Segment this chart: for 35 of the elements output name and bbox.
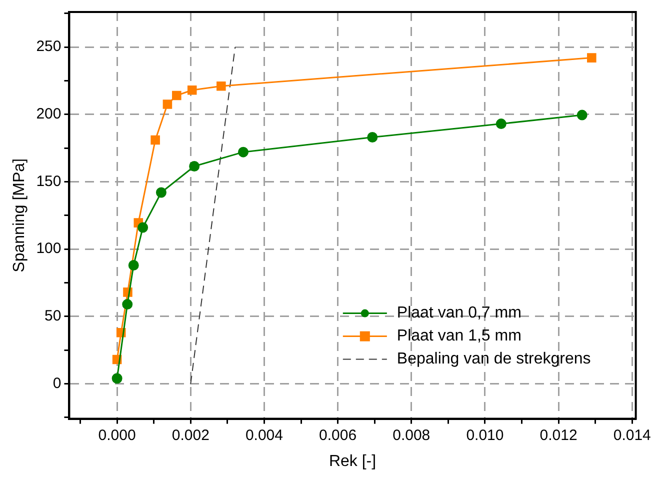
point (162, 100, 172, 109)
y-tick-label: 100 (36, 240, 62, 258)
point (128, 260, 139, 270)
y-axis-title: Spanning [MPa] (11, 158, 28, 272)
x-tick-label: 0.010 (466, 426, 504, 444)
y-tick-label: 0 (52, 374, 62, 392)
point (112, 373, 122, 384)
legend-label: Plaat van 0,7 mm (396, 304, 522, 322)
legend-label: Plaat van 1,5 mm (396, 328, 522, 345)
x-tick-label: 0.008 (392, 426, 430, 444)
y-tick-label: 150 (36, 172, 62, 190)
x-axis-title: Rek [-] (328, 452, 376, 470)
point (187, 85, 197, 95)
point (189, 160, 200, 172)
x-tick-label: 0.006 (319, 426, 357, 444)
point (216, 81, 226, 91)
point (587, 53, 596, 62)
x-tick-label: 0.002 (172, 426, 210, 444)
point (238, 146, 248, 158)
point (172, 90, 182, 100)
y-tick-label: 250 (36, 38, 62, 56)
point (138, 222, 148, 233)
legend-label: Bepaling van de strekgrens (396, 350, 591, 368)
point (122, 299, 133, 310)
x-tick-label: 0.014 (613, 426, 651, 444)
y-tick-label: 200 (36, 106, 62, 123)
point (496, 118, 506, 130)
x-tick-label: 0.004 (245, 426, 283, 444)
x-tick-label: 0.000 (98, 426, 136, 444)
y-tick-label: 50 (44, 308, 62, 325)
x-tick-label: 0.012 (540, 426, 578, 444)
point (156, 187, 166, 198)
point (576, 110, 588, 120)
point (150, 135, 160, 145)
point (367, 132, 378, 143)
